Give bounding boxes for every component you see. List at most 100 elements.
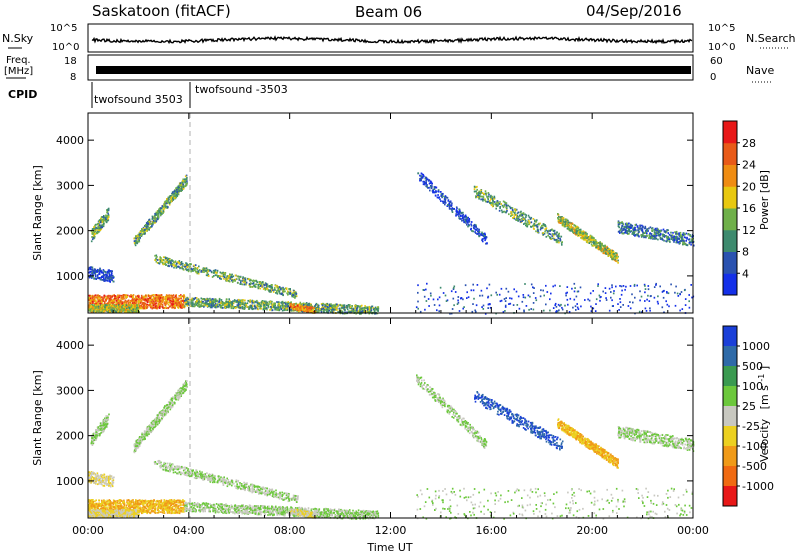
- echo-cell: [229, 273, 231, 275]
- echo-cell: [98, 310, 100, 312]
- echo-cell: [108, 300, 110, 302]
- echo-cell: [271, 284, 273, 286]
- echo-cell: [231, 305, 233, 307]
- echo-cell: [102, 216, 104, 218]
- echo-cell: [516, 219, 518, 221]
- echo-cell: [187, 305, 189, 307]
- echo-cell: [116, 297, 118, 299]
- cpid-label: CPID: [8, 88, 37, 101]
- echo-cell: [246, 306, 248, 308]
- echo-cell: [419, 178, 421, 180]
- echo-cell: [96, 295, 98, 297]
- echo-cell: [475, 191, 477, 193]
- echo-cell: [479, 231, 481, 233]
- echo-cell: [354, 307, 356, 309]
- echo-cell: [357, 305, 359, 307]
- echo-cell: [164, 263, 166, 265]
- echo-cell: [217, 306, 219, 308]
- echo-cell: [367, 309, 369, 311]
- echo-cell: [495, 208, 497, 210]
- echo-cell: [561, 236, 563, 238]
- echo-cell: [243, 281, 245, 283]
- echo-cell: [185, 180, 187, 182]
- echo-cell: [482, 200, 484, 202]
- echo-cell: [181, 261, 183, 263]
- echo-cell: [275, 303, 277, 305]
- echo-cell: [219, 299, 221, 301]
- echo-cell: [293, 296, 295, 298]
- echo-cell: [97, 228, 99, 230]
- echo-cell: [202, 305, 204, 307]
- echo-cell: [171, 200, 173, 202]
- nave-tick-top: 60: [710, 56, 723, 67]
- echo-cell: [106, 221, 108, 223]
- echo-cell: [170, 302, 172, 304]
- echo-cell: [224, 276, 226, 278]
- echo-cell: [106, 307, 108, 309]
- echo-cell: [174, 307, 176, 309]
- echo-cell: [525, 214, 527, 216]
- echo-cell: [120, 309, 122, 311]
- echo-cell: [242, 284, 244, 286]
- echo-cell: [465, 222, 467, 224]
- echo-cell: [476, 189, 478, 191]
- echo-cell: [475, 226, 477, 228]
- echo-cell: [470, 223, 472, 225]
- echo-cell: [158, 208, 160, 210]
- echo-cell: [175, 190, 177, 192]
- echo-cell: [219, 278, 221, 280]
- echo-cell: [347, 309, 349, 311]
- freq-strip: Freq. [MHz] 18 8 60 0 Nave: [4, 55, 774, 83]
- echo-cell: [149, 295, 151, 297]
- echo-cell: [525, 222, 527, 224]
- echo-cell: [183, 269, 185, 271]
- echo-cell: [518, 216, 520, 218]
- echo-cell: [167, 202, 169, 204]
- echo-cell: [528, 215, 530, 217]
- echo-cell: [157, 212, 159, 214]
- echo-cell: [497, 204, 499, 206]
- echo-cell: [256, 281, 258, 283]
- echo-cell: [90, 301, 92, 303]
- echo-cell: [548, 230, 550, 232]
- echo-cell: [535, 221, 537, 223]
- echo-cell: [466, 224, 468, 226]
- echo-cell: [332, 306, 334, 308]
- echo-cell: [97, 274, 99, 276]
- echo-cell: [558, 242, 560, 244]
- echo-cell: [474, 191, 476, 193]
- echo-cell: [179, 295, 181, 297]
- echo-cell: [371, 309, 373, 311]
- echo-cell: [300, 308, 302, 310]
- echo-cell: [210, 270, 212, 272]
- echo-cell: [228, 275, 230, 277]
- echo-cell: [238, 303, 240, 305]
- echo-cell: [293, 303, 295, 305]
- echo-cell: [203, 298, 205, 300]
- echo-cell: [210, 301, 212, 303]
- echo-cell: [96, 311, 98, 313]
- echo-cell: [268, 301, 270, 303]
- echo-cell: [552, 238, 554, 240]
- echo-cell: [127, 300, 129, 302]
- echo-cell: [530, 218, 532, 220]
- echo-cell: [135, 240, 137, 242]
- echo-cell: [547, 235, 549, 237]
- echo-cell: [111, 272, 113, 274]
- echo-cell: [279, 305, 281, 307]
- echo-cell: [153, 304, 155, 306]
- echo-cell: [171, 301, 173, 303]
- echo-cell: [152, 303, 154, 305]
- echo-cell: [279, 307, 281, 309]
- echo-cell: [306, 310, 308, 312]
- echo-cell: [492, 202, 494, 204]
- echo-cell: [100, 222, 102, 224]
- echo-cell: [245, 280, 247, 282]
- nsearch-tick-bottom: 10^0: [708, 42, 735, 53]
- echo-cell: [244, 284, 246, 286]
- echo-cell: [514, 212, 516, 214]
- echo-cell: [161, 260, 163, 262]
- echo-cell: [181, 183, 183, 185]
- echo-cell: [198, 271, 200, 273]
